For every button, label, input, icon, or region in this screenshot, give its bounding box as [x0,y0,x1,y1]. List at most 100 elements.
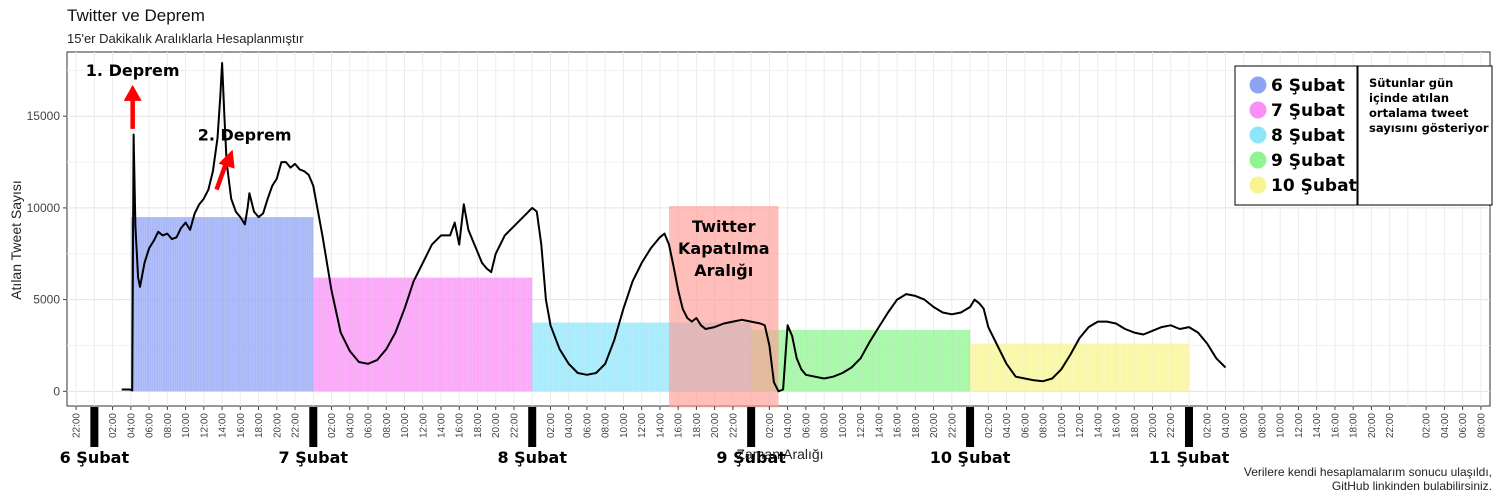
caption-line-2: GitHub linkinden bulabilirsiniz. [1331,479,1492,493]
x-tick-label: 22:00 [728,413,739,438]
legend-swatch [1249,151,1267,169]
x-tick-label: 06:00 [1020,413,1031,438]
x-tick-label: 16:00 [1330,413,1341,438]
x-tick-label: 18:00 [911,413,922,438]
x-tick-label: 02:00 [1422,413,1433,438]
daily-average-bar [130,217,314,392]
day-label: 6 Şubat [60,448,130,467]
day-separator [90,407,99,447]
legend-swatch [1249,176,1267,194]
legend-swatch [1249,76,1267,94]
x-tick-label: 12:00 [199,413,210,438]
legend-note-line: ortalama tweet [1369,106,1469,120]
x-tick-label: 02:00 [108,413,119,438]
x-tick-label: 22:00 [1385,413,1396,438]
x-axis-label: Zaman Aralığı [736,446,823,462]
x-tick-label: 02:00 [1203,413,1214,438]
x-tick-label: 10:00 [1057,413,1068,438]
legend-entry: 9 Şubat [1271,151,1345,171]
x-tick-label: 10:00 [1276,413,1287,438]
y-tick-label: 5000 [33,293,60,307]
legend-entry: 8 Şubat [1271,126,1345,146]
legend-swatch [1249,126,1267,144]
x-tick-label: 20:00 [491,413,502,438]
y-tick-label: 10000 [27,201,61,215]
x-tick-label: 16:00 [1112,413,1123,438]
x-tick-label: 04:00 [126,413,137,438]
x-tick-label: 14:00 [436,413,447,438]
day-label: 9 Şubat [716,448,786,467]
x-tick-label: 08:00 [163,413,174,438]
x-tick-label: 22:00 [291,413,302,438]
x-tick-label: 16:00 [893,413,904,438]
x-tick-label: 04:00 [564,413,575,438]
x-tick-label: 06:00 [801,413,812,438]
shutdown-label: Twitter [692,217,756,236]
x-tick-label: 02:00 [765,413,776,438]
x-tick-label: 14:00 [655,413,666,438]
x-tick-label: 08:00 [601,413,612,438]
legend-swatch [1249,101,1267,119]
x-tick-label: 18:00 [1349,413,1360,438]
x-tick-label: 04:00 [783,413,794,438]
shutdown-region [669,206,779,408]
x-tick-label: 22:00 [947,413,958,438]
chart-subtitle: 15'er Dakikalık Aralıklarla Hesaplanmışt… [67,31,304,46]
daily-average-bar [313,277,533,392]
legend-note-line: Sütunlar gün [1369,76,1453,90]
x-tick-label: 06:00 [1239,413,1250,438]
day-separator [528,407,537,447]
day-label: 11 Şubat [1149,448,1230,467]
x-tick-label: 02:00 [327,413,338,438]
x-tick-label: 08:00 [1039,413,1050,438]
x-tick-label: 06:00 [145,413,156,438]
x-tick-label: 22:00 [509,413,520,438]
x-tick-label: 12:00 [856,413,867,438]
daily-average-bar [751,329,971,392]
x-tick-label: 14:00 [1093,413,1104,438]
legend-entry: 10 Şubat [1271,176,1357,196]
x-tick-label: 22:00 [72,413,83,438]
chart-title: Twitter ve Deprem [67,6,205,25]
legend-note-line: içinde atılan [1369,91,1449,105]
earthquake-1-label: 1. Deprem [86,61,180,80]
x-tick-label: 14:00 [1312,413,1323,438]
x-tick-label: 12:00 [418,413,429,438]
earthquake-2-arrowhead [218,149,235,169]
day-separator [966,407,975,447]
x-tick-label: 08:00 [1257,413,1268,438]
x-tick-label: 04:00 [345,413,356,438]
caption-line-1: Verilere kendi hesaplamalarım sonucu ula… [1243,465,1492,479]
x-tick-label: 10:00 [181,413,192,438]
legend-entry: 7 Şubat [1271,101,1345,121]
y-tick-label: 0 [53,384,60,398]
x-tick-label: 08:00 [1476,413,1487,438]
x-tick-label: 10:00 [619,413,630,438]
earthquake-2-label: 2. Deprem [198,126,292,145]
earthquake-2-arrow [214,160,229,191]
x-tick-label: 18:00 [692,413,703,438]
shutdown-label: Aralığı [694,261,753,280]
legend-note-line: sayısını gösteriyor [1369,121,1489,135]
legend-note-box [1357,65,1493,206]
x-tick-label: 20:00 [710,413,721,438]
x-tick-label: 12:00 [1075,413,1086,438]
x-tick-label: 14:00 [874,413,885,438]
x-tick-label: 20:00 [929,413,940,438]
x-tick-label: 12:00 [637,413,648,438]
legend-entry: 6 Şubat [1271,76,1345,96]
x-tick-label: 16:00 [455,413,466,438]
shutdown-label: Kapatılma [678,239,770,258]
x-tick-label: 02:00 [984,413,995,438]
x-tick-label: 10:00 [838,413,849,438]
x-tick-label: 20:00 [272,413,283,438]
x-tick-label: 06:00 [582,413,593,438]
x-tick-label: 04:00 [1002,413,1013,438]
x-tick-label: 18:00 [473,413,484,438]
x-tick-label: 06:00 [364,413,375,438]
x-tick-label: 04:00 [1440,413,1451,438]
y-tick-label: 15000 [27,109,61,123]
x-tick-label: 12:00 [1294,413,1305,438]
x-tick-label: 08:00 [820,413,831,438]
